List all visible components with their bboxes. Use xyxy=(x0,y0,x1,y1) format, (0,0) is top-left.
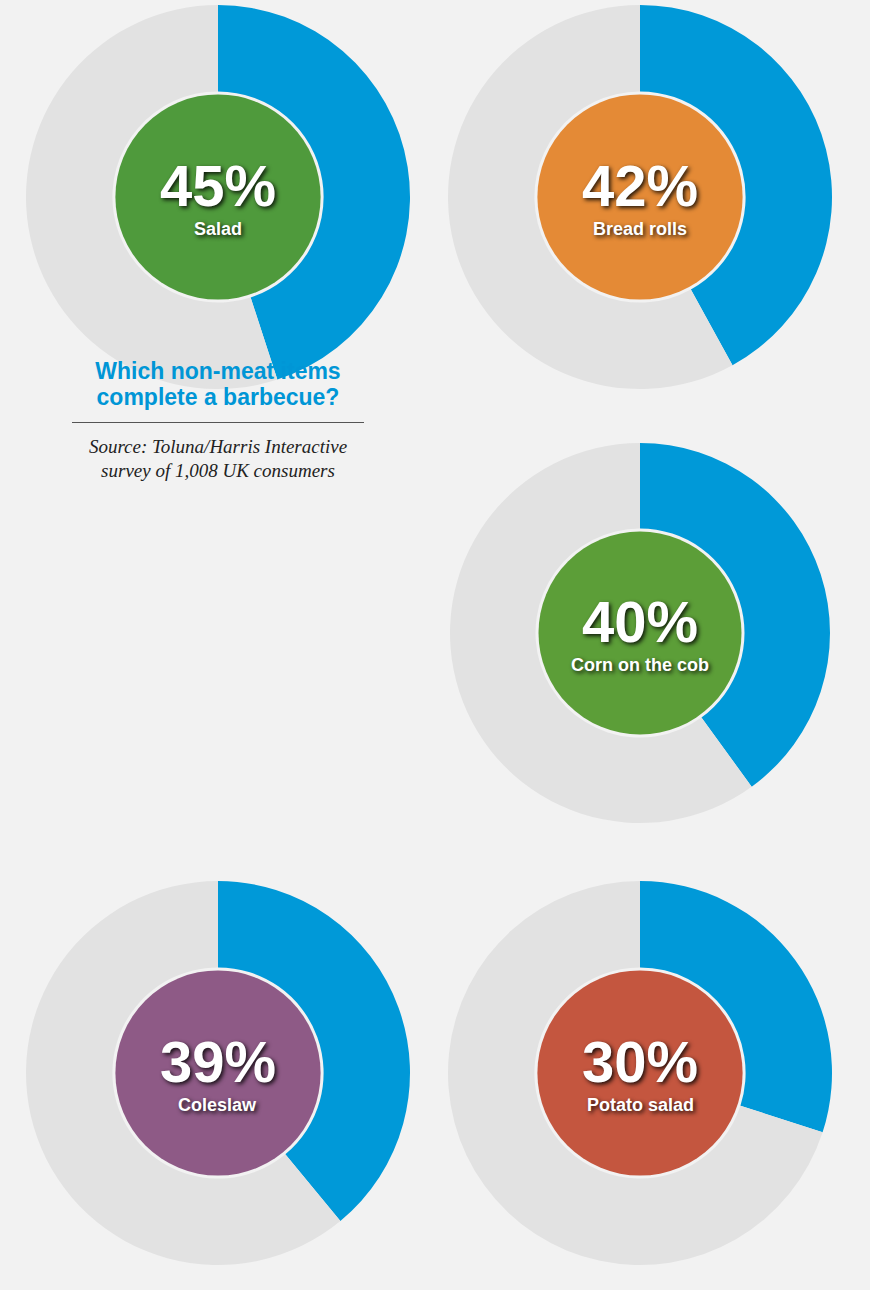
svg-text:Coleslaw: Coleslaw xyxy=(178,1095,257,1115)
html-text:Source: Toluna/Harris Interact: Source: Toluna/Harris Interactive survey… xyxy=(88,436,348,481)
svg-text:42%: 42% xyxy=(582,153,698,218)
svg-text:45%: 45% xyxy=(160,153,276,218)
svg-text:Bread rolls: Bread rolls xyxy=(593,219,687,239)
html-text:Which non-meat items complete: Which non-meat items complete a barbecue… xyxy=(95,358,341,410)
svg-text:40%: 40% xyxy=(582,589,698,654)
svg-text:Potato salad: Potato salad xyxy=(587,1095,694,1115)
svg-text:Corn on the cob: Corn on the cob xyxy=(571,655,709,675)
svg-text:30%: 30% xyxy=(582,1029,698,1094)
svg-text:Salad: Salad xyxy=(194,219,242,239)
svg-text:39%: 39% xyxy=(160,1029,276,1094)
